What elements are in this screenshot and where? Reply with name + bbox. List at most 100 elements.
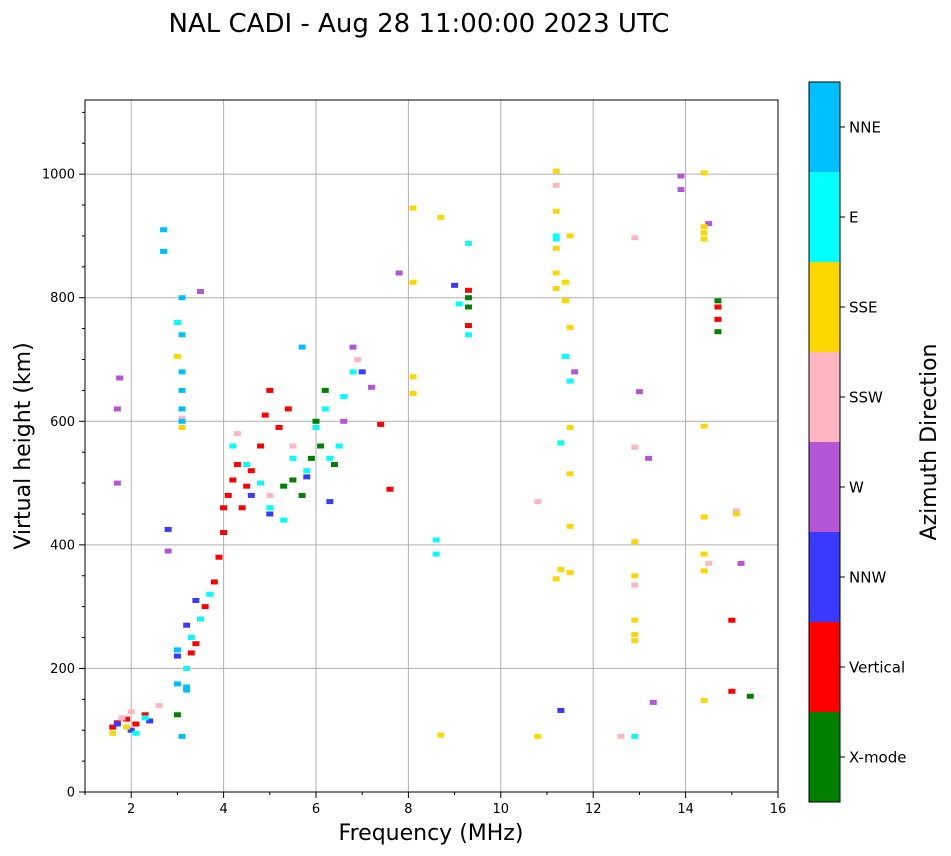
data-point (566, 378, 574, 384)
colorbar-label: SSE (849, 299, 878, 317)
data-point (220, 505, 228, 511)
data-point (335, 443, 343, 449)
data-point (307, 455, 315, 461)
data-point (321, 387, 329, 393)
colorbar-cell-ssw (809, 352, 840, 442)
data-point (183, 684, 191, 690)
x-axis-ticks: 2 4 6 8 10 12 14 16 (84, 792, 786, 817)
data-point (732, 508, 740, 514)
data-point (631, 582, 639, 588)
data-point (552, 576, 560, 582)
data-point (464, 295, 472, 301)
data-point (183, 665, 191, 671)
data-point (113, 406, 121, 412)
data-point (340, 418, 348, 424)
data-point (330, 462, 338, 468)
data-point (566, 324, 574, 330)
chart-title: NAL CADI - Aug 28 11:00:00 2023 UTC (169, 9, 670, 39)
data-point (298, 344, 306, 350)
data-point (700, 170, 708, 176)
x-axis-label: Frequency (MHz) (339, 821, 524, 846)
data-point (312, 418, 320, 424)
data-point (464, 240, 472, 246)
plot-background (85, 100, 778, 792)
data-point (746, 693, 754, 699)
x-tick-label: 12 (585, 802, 602, 817)
data-point (247, 468, 255, 474)
colorbar-cell-vertical (809, 622, 840, 712)
data-point (631, 631, 639, 637)
data-point (113, 721, 121, 727)
data-point (123, 716, 131, 722)
data-point (113, 480, 121, 486)
data-point (409, 390, 417, 396)
data-point (700, 236, 708, 242)
data-point (197, 289, 204, 295)
data-point (728, 688, 736, 694)
data-point (557, 440, 565, 446)
data-point (409, 279, 417, 285)
data-point (561, 353, 569, 359)
data-point (160, 248, 168, 254)
data-point (123, 724, 131, 730)
data-point (631, 733, 639, 739)
data-point (183, 687, 191, 693)
data-point (437, 214, 445, 220)
data-point (132, 721, 140, 727)
data-point (566, 233, 574, 239)
data-point (215, 554, 223, 560)
data-point (173, 653, 181, 659)
y-tick-label: 200 (50, 662, 75, 677)
data-point (552, 208, 560, 214)
data-point (187, 650, 195, 656)
data-point (257, 443, 265, 449)
data-point (409, 205, 417, 211)
data-point (178, 406, 186, 412)
data-point (197, 616, 204, 622)
data-point (455, 301, 463, 307)
data-point (201, 604, 209, 610)
data-point (118, 715, 126, 721)
colorbar-cells (809, 82, 840, 802)
plot-frame (84, 99, 779, 793)
data-point (238, 505, 246, 511)
data-point (705, 221, 713, 227)
data-point (266, 511, 274, 517)
data-point (700, 230, 708, 236)
data-point (173, 681, 181, 687)
data-point (635, 389, 643, 395)
data-point (243, 462, 251, 468)
y-axis-label: Virtual height (km) (11, 342, 36, 549)
data-point (534, 499, 542, 505)
colorbar-label: NNW (849, 569, 886, 587)
y-tick-label: 0 (67, 786, 75, 801)
data-point (303, 474, 311, 480)
data-point (349, 344, 357, 350)
series-sse (109, 168, 740, 739)
data-point (178, 418, 186, 424)
data-point (321, 406, 329, 412)
data-point (534, 733, 542, 739)
colorbar-label: Vertical (849, 659, 905, 677)
data-point (631, 235, 639, 241)
data-point (261, 412, 269, 418)
data-point (645, 455, 653, 461)
y-tick-label: 800 (50, 291, 75, 306)
x-tick-label: 10 (493, 802, 510, 817)
series-ssw (118, 182, 740, 739)
series-e (132, 233, 639, 739)
data-point (451, 282, 459, 288)
data-point (552, 168, 560, 174)
data-point (317, 443, 325, 449)
data-point (233, 431, 241, 437)
data-point (714, 329, 722, 335)
x-tick-label: 6 (312, 802, 320, 817)
data-point (146, 718, 154, 724)
data-point (183, 622, 191, 628)
data-point (349, 369, 357, 375)
data-point (280, 517, 288, 523)
data-point (109, 724, 117, 730)
data-point (705, 560, 713, 566)
colorbar-labels: X-mode Vertical NNW W SSW SSE E NNE (840, 119, 906, 767)
